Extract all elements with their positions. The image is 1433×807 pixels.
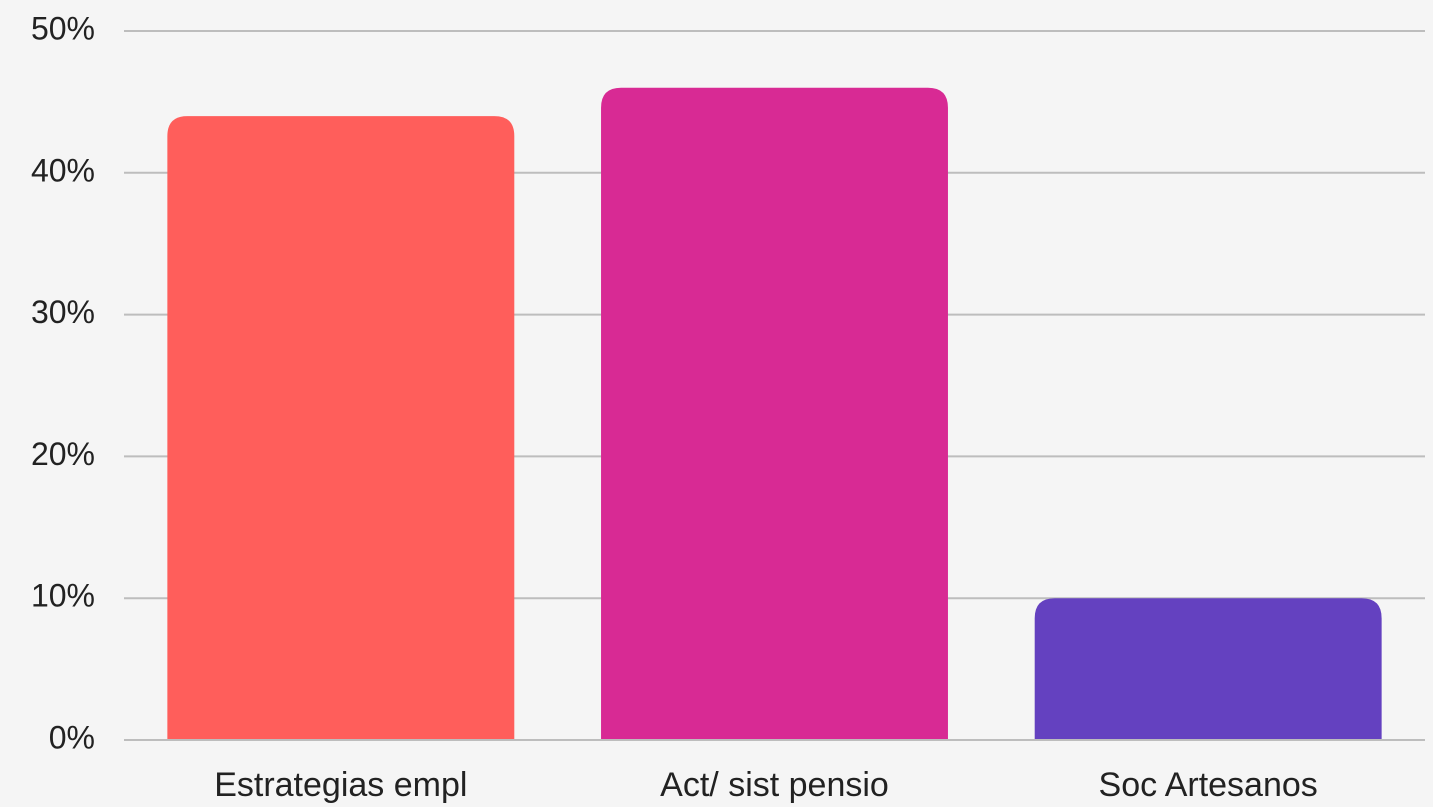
y-tick-label: 30% xyxy=(31,294,95,330)
y-tick-label: 50% xyxy=(31,10,95,46)
bar xyxy=(601,87,948,741)
y-tick-label: 10% xyxy=(31,578,95,614)
x-tick-label: Soc Artesanos xyxy=(1099,766,1318,804)
bar xyxy=(167,116,515,740)
y-tick-label: 20% xyxy=(31,436,95,472)
bar xyxy=(1034,598,1382,740)
y-tick-label: 40% xyxy=(31,152,95,188)
x-tick-label: Act/ sist pensio xyxy=(660,766,889,804)
x-tick-label: Estrategias empl xyxy=(214,766,467,804)
y-tick-label: 0% xyxy=(49,719,95,755)
